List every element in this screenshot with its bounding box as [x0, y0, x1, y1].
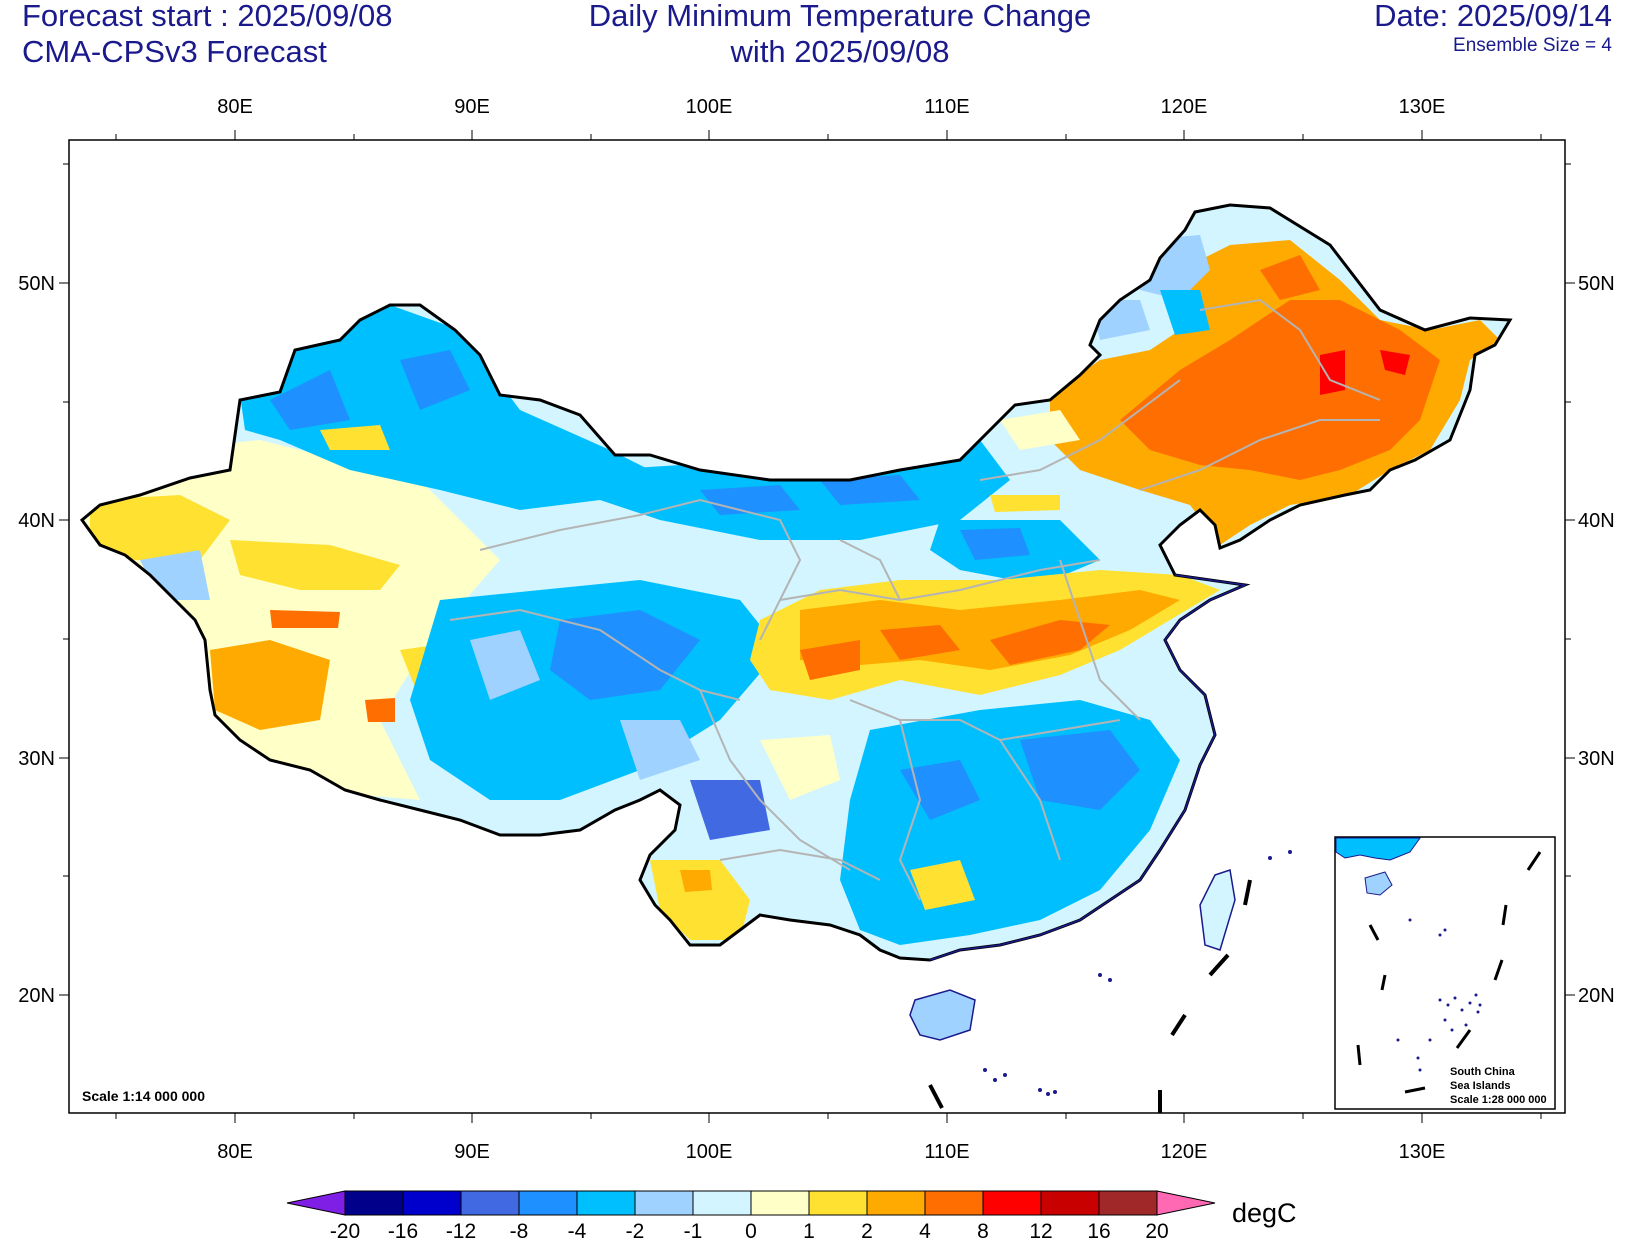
lat-label-50n: 50N	[1578, 273, 1615, 295]
colorbar-unit: degC	[1232, 1198, 1297, 1228]
header-left: Forecast start : 2025/09/08 CMA-CPSv3 Fo…	[22, 0, 393, 70]
dash-line-inset	[1356, 851, 1542, 1094]
china-outline	[79, 203, 1513, 962]
colorbar-box	[808, 1190, 868, 1216]
colorbar: -20 -16 -12 -8 -4 -2 -1 0 1 2 4 8 12 16 20	[286, 1190, 1216, 1241]
lat-label-40n: 40N	[18, 510, 55, 532]
lon-labels-top: 80E 90E 100E 110E 120E 130E	[217, 96, 1445, 118]
lat-labels-right: 50N 40N 30N 20N	[1578, 273, 1615, 1007]
inset-map: South China Sea Islands Scale 1:28 000 0…	[1334, 836, 1556, 1110]
lat-labels-left: 50N 40N 30N 20N	[18, 273, 55, 1007]
title-line1: Daily Minimum Temperature Change	[588, 0, 1092, 33]
lon-label-130e: 130E	[1399, 96, 1446, 118]
ensemble-size-text: Ensemble Size = 4	[1453, 35, 1612, 56]
colorbar-box	[866, 1190, 926, 1216]
axis-ticks	[59, 130, 1575, 1123]
colorbar-box	[460, 1190, 520, 1216]
lat-label-40n: 40N	[1578, 510, 1615, 532]
lat-label-20n: 20N	[1578, 985, 1615, 1007]
colorbar-tick-label: -2	[626, 1220, 645, 1241]
date-text: Date: 2025/09/14	[1374, 0, 1612, 33]
colorbar-tick-label: 8	[977, 1220, 989, 1241]
lon-label-80e: 80E	[217, 96, 253, 118]
inset-scale-label: Scale 1:28 000 000	[1450, 1094, 1547, 1106]
lon-labels-bottom: 80E 90E 100E 110E 120E 130E	[217, 1141, 1445, 1163]
colorbar-box	[750, 1190, 810, 1216]
inset-islands	[1396, 918, 1482, 1072]
inset-label-line1: South China	[1450, 1066, 1516, 1078]
lon-label-90e: 90E	[454, 1141, 490, 1163]
lon-label-100e: 100E	[686, 96, 733, 118]
lon-label-110e: 110E	[924, 1141, 969, 1163]
colorbar-box	[692, 1190, 752, 1216]
colorbar-tick-label: 16	[1087, 1220, 1110, 1241]
colorbar-box	[1098, 1190, 1158, 1216]
province-borders	[449, 298, 1381, 901]
colorbar-tick-label: 12	[1029, 1220, 1052, 1241]
map-title: Daily Minimum Temperature Change with 20…	[540, 0, 1140, 70]
lon-label-80e: 80E	[217, 1141, 253, 1163]
colorbar-box	[518, 1190, 578, 1216]
lat-label-30n: 30N	[1578, 748, 1615, 770]
lon-label-120e: 120E	[1161, 96, 1208, 118]
inset-label-line2: Sea Islands	[1450, 1080, 1511, 1092]
lat-label-30n: 30N	[18, 748, 55, 770]
colorbar-tick-label: 1	[803, 1220, 815, 1241]
coastline	[929, 574, 1248, 961]
colorbar-box	[982, 1190, 1042, 1216]
colorbar-tick-label: -20	[330, 1220, 360, 1241]
colorbar-tick-label: 0	[745, 1220, 757, 1241]
colorbar-tick-label: -1	[684, 1220, 703, 1241]
colorbar-tick-label: 4	[919, 1220, 931, 1241]
model-name-text: CMA-CPSv3 Forecast	[22, 34, 327, 69]
hainan-island	[909, 989, 976, 1041]
header-right: Date: 2025/09/14 Ensemble Size = 4	[1374, 0, 1612, 58]
lon-label-90e: 90E	[454, 96, 490, 118]
colorbar-tick-label: 2	[861, 1220, 873, 1241]
colorbar-box	[576, 1190, 636, 1216]
colorbar-box	[924, 1190, 984, 1216]
colorbar-arrow-left	[286, 1190, 346, 1216]
title-line2: with 2025/09/08	[730, 34, 950, 69]
lat-label-20n: 20N	[18, 985, 55, 1007]
inset-coast	[1335, 837, 1421, 861]
lon-label-120e: 120E	[1161, 1141, 1208, 1163]
colorbar-tick-label: -8	[510, 1220, 529, 1241]
colorbar-box	[402, 1190, 462, 1216]
colorbar-box	[1040, 1190, 1100, 1216]
lon-label-110e: 110E	[924, 96, 969, 118]
colorbar-tick-label: 20	[1145, 1220, 1168, 1241]
colorbar-tick-label: -12	[446, 1220, 476, 1241]
colorbar-tick-label: -4	[568, 1220, 587, 1241]
colorbar-arrow-right	[1156, 1190, 1216, 1216]
colorbar-box	[634, 1190, 694, 1216]
inset-hainan	[1364, 871, 1393, 896]
colorbar-box	[344, 1190, 404, 1216]
small-islands	[983, 850, 1292, 1096]
lon-label-100e: 100E	[686, 1141, 733, 1163]
forecast-start-text: Forecast start : 2025/09/08	[22, 0, 393, 33]
lat-label-50n: 50N	[18, 273, 55, 295]
lon-label-130e: 130E	[1399, 1141, 1446, 1163]
taiwan-island	[1199, 869, 1236, 951]
colorbar-tick-label: -16	[388, 1220, 418, 1241]
main-scale-label: Scale 1:14 000 000	[82, 1088, 205, 1104]
dash-line-main	[928, 879, 1252, 1113]
